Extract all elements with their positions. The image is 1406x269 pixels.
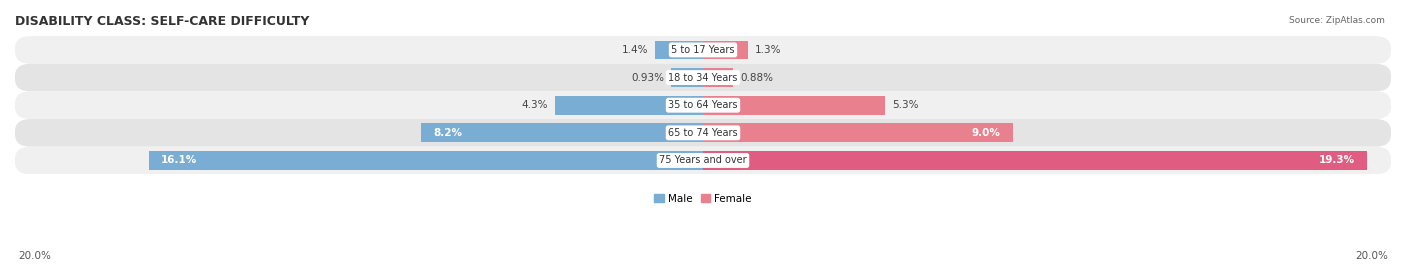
Bar — [703, 41, 748, 59]
Text: 75 Years and over: 75 Years and over — [659, 155, 747, 165]
Text: 4.3%: 4.3% — [522, 100, 548, 110]
Text: 16.1%: 16.1% — [162, 155, 197, 165]
Text: 9.0%: 9.0% — [972, 128, 1001, 138]
Text: Source: ZipAtlas.com: Source: ZipAtlas.com — [1289, 16, 1385, 25]
Bar — [420, 123, 703, 142]
Text: 35 to 64 Years: 35 to 64 Years — [668, 100, 738, 110]
Bar — [555, 96, 703, 115]
Bar — [703, 68, 734, 87]
Text: 18 to 34 Years: 18 to 34 Years — [668, 73, 738, 83]
FancyBboxPatch shape — [15, 36, 1391, 64]
Text: 0.88%: 0.88% — [740, 73, 773, 83]
Text: 65 to 74 Years: 65 to 74 Years — [668, 128, 738, 138]
Text: 0.93%: 0.93% — [631, 73, 664, 83]
Text: 5 to 17 Years: 5 to 17 Years — [671, 45, 735, 55]
FancyBboxPatch shape — [15, 91, 1391, 119]
Bar — [703, 123, 1012, 142]
FancyBboxPatch shape — [15, 147, 1391, 174]
Text: 5.3%: 5.3% — [893, 100, 918, 110]
Bar — [149, 151, 703, 170]
Bar — [703, 96, 886, 115]
FancyBboxPatch shape — [15, 119, 1391, 147]
Bar — [655, 41, 703, 59]
Text: 1.3%: 1.3% — [755, 45, 782, 55]
Legend: Male, Female: Male, Female — [650, 189, 756, 208]
Bar — [671, 68, 703, 87]
Text: 8.2%: 8.2% — [433, 128, 463, 138]
Text: 19.3%: 19.3% — [1319, 155, 1355, 165]
FancyBboxPatch shape — [15, 64, 1391, 91]
Bar — [703, 151, 1367, 170]
Text: DISABILITY CLASS: SELF-CARE DIFFICULTY: DISABILITY CLASS: SELF-CARE DIFFICULTY — [15, 15, 309, 28]
Text: 1.4%: 1.4% — [621, 45, 648, 55]
Text: 20.0%: 20.0% — [18, 251, 51, 261]
Text: 20.0%: 20.0% — [1355, 251, 1388, 261]
